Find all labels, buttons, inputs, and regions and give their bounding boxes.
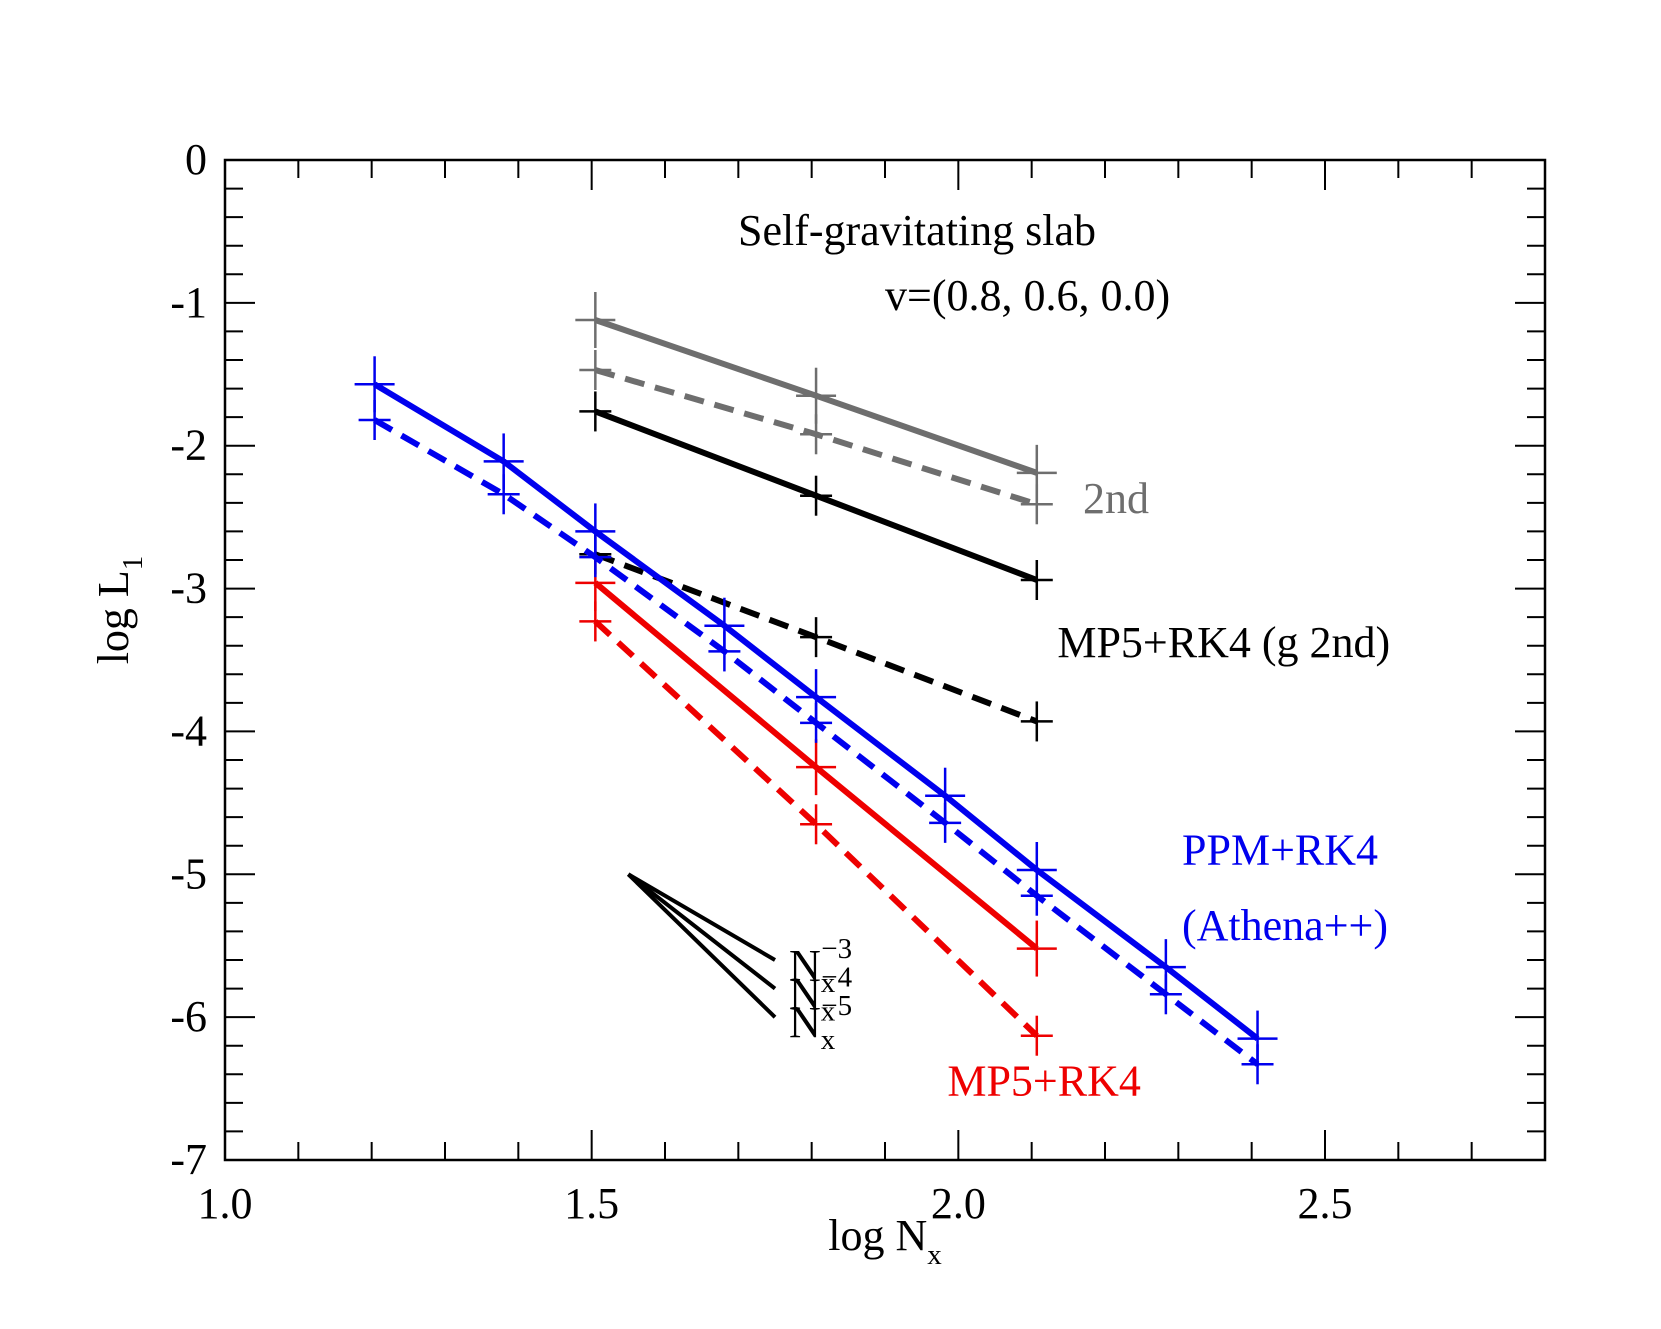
- slope-guides: Nx−3Nx−4Nx−5: [626, 872, 853, 1056]
- series-line: [593, 619, 1039, 1038]
- x-axis-label-sub: x: [927, 1239, 942, 1271]
- data-point-marker: [1020, 1015, 1053, 1056]
- series-mp5-rk4-g-2nd-solid: [579, 391, 1053, 600]
- y-tick-label: -3: [170, 564, 207, 613]
- annotation-2nd: 2nd: [1083, 474, 1149, 523]
- series-ppm-rk4-athena-dashed: [358, 400, 1274, 1085]
- slope-guide-line: [627, 872, 777, 991]
- series-layer: [354, 292, 1278, 1085]
- data-point-marker: [796, 739, 837, 796]
- data-point-marker: [1020, 875, 1053, 916]
- data-point-marker: [929, 802, 962, 843]
- slope-guide-line: [626, 872, 777, 1019]
- annotation-mp5-rk4: MP5+RK4: [947, 1057, 1141, 1106]
- y-axis-label-main: log L: [89, 570, 138, 664]
- data-point-marker: [1149, 974, 1182, 1015]
- data-point-marker: [1020, 484, 1053, 525]
- data-point-marker: [1016, 920, 1057, 977]
- data-point-marker: [579, 350, 612, 390]
- data-point-marker: [358, 400, 391, 440]
- chart-title: Self-gravitating slab: [738, 206, 1096, 255]
- data-point-marker: [579, 391, 612, 432]
- series-annotations: 2nd MP5+RK4 (g 2nd) PPM+RK4 (Athena++) MP5+R…: [947, 474, 1390, 1106]
- data-point-marker: [579, 537, 612, 578]
- data-point-marker: [1241, 1044, 1274, 1085]
- series-mp5-rk4-dashed: [579, 601, 1053, 1056]
- x-tick-label: 1.0: [198, 1179, 253, 1228]
- data-point-marker: [800, 702, 833, 743]
- annotation-athena: (Athena++): [1182, 901, 1388, 950]
- plot-frame: [223, 158, 1547, 1162]
- series-2nd-solid: [575, 292, 1057, 501]
- x-axis-label-main: log N: [828, 1211, 927, 1260]
- tick-labels: 1.0 1.5 2.0 2.5 0 -1 -2 -3 -4 -5 -6 -7: [170, 135, 1352, 1228]
- x-tick-label: 1.5: [564, 1179, 619, 1228]
- y-tick-label: 0: [185, 135, 207, 184]
- slope-guide-label: Nx−5: [789, 990, 852, 1056]
- y-tick-label: -7: [170, 1135, 207, 1184]
- data-point-marker: [708, 631, 741, 672]
- data-point-marker: [575, 292, 616, 348]
- data-point-marker: [1020, 560, 1053, 600]
- data-point-marker: [579, 601, 612, 642]
- slope-guide-label: Nx−4: [789, 962, 853, 1028]
- annotation-ppm-rk4: PPM+RK4: [1182, 825, 1378, 874]
- data-point-marker: [487, 474, 520, 515]
- chart-subtitle: v=(0.8, 0.6, 0.0): [885, 271, 1170, 320]
- x-tick-label: 2.0: [931, 1179, 986, 1228]
- series-2nd-dashed: [579, 350, 1053, 525]
- slope-guide-line: [627, 872, 777, 962]
- data-point-marker: [800, 414, 833, 455]
- y-tick-label: -5: [170, 849, 207, 898]
- annotation-mp5-rk4-g-2nd: MP5+RK4 (g 2nd): [1057, 618, 1390, 667]
- data-point-marker: [800, 617, 833, 658]
- data-point-marker: [800, 804, 833, 845]
- data-point-marker: [800, 475, 833, 516]
- data-point-marker: [1020, 701, 1053, 742]
- y-axis-label: log L1: [89, 556, 149, 665]
- y-tick-label: -4: [170, 706, 207, 755]
- y-axis-label-sub: 1: [117, 556, 149, 571]
- minor-ticks: [225, 160, 1546, 1160]
- slope-guide-label: Nx−3: [789, 933, 852, 999]
- y-tick-label: -2: [170, 421, 207, 470]
- x-axis-label: log Nx: [828, 1211, 942, 1271]
- y-tick-label: -1: [170, 278, 207, 327]
- y-tick-label: -6: [170, 992, 207, 1041]
- x-tick-label: 2.5: [1298, 1179, 1353, 1228]
